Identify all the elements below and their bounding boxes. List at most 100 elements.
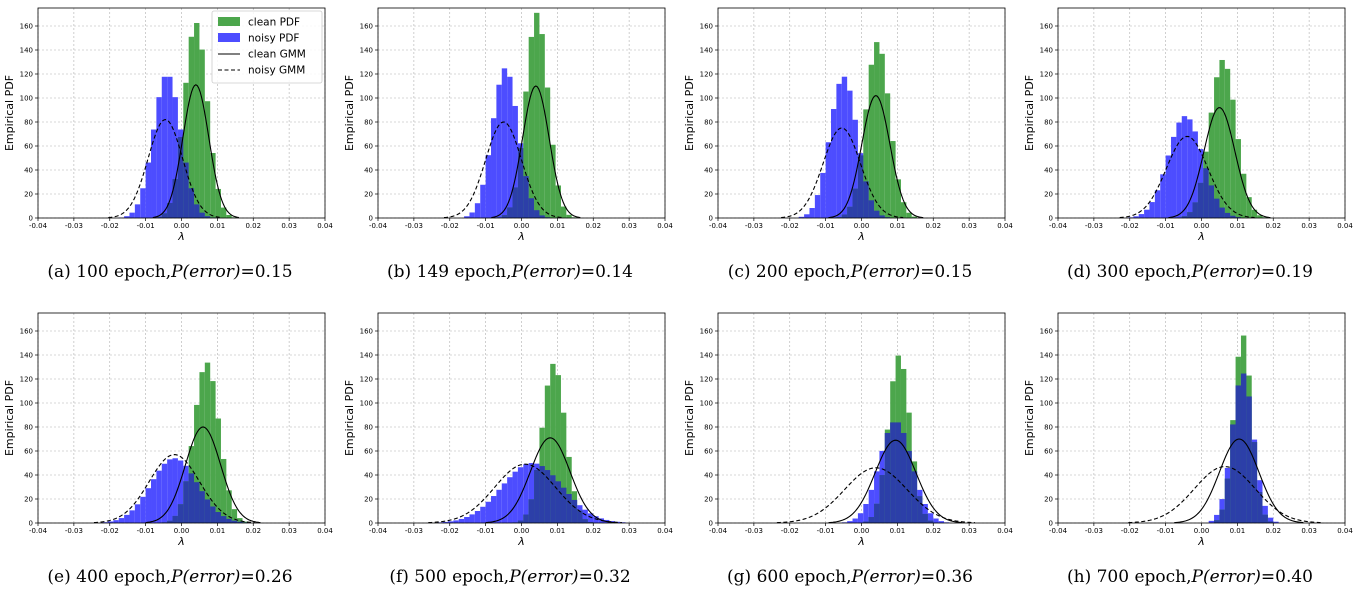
caption-value: =0.15 <box>240 262 293 282</box>
overlap-bar <box>847 206 853 218</box>
x-tick-label: 0.00 <box>1194 222 1210 230</box>
overlap-bar <box>587 522 594 523</box>
overlap-bar <box>906 450 912 523</box>
overlap-bar <box>879 215 885 218</box>
x-tick-label: -0.03 <box>65 527 83 535</box>
noisy-pdf-bar <box>491 496 497 523</box>
caption-math: P(error) <box>171 262 241 282</box>
noisy-pdf-bar <box>480 506 486 523</box>
y-tick-label: 140 <box>700 47 713 55</box>
clean-pdf-bar <box>528 36 535 218</box>
noisy-pdf-bar <box>453 520 459 523</box>
y-tick-label: 160 <box>700 328 713 336</box>
x-tick-label: -0.03 <box>1085 222 1103 230</box>
y-tick-label: 60 <box>24 143 33 151</box>
y-tick-label: 20 <box>1044 191 1053 199</box>
noisy-pdf-bar <box>1149 202 1155 218</box>
caption-prefix: (a) 100 epoch, <box>47 262 172 282</box>
noisy-pdf-bar <box>507 76 513 218</box>
overlap-bar <box>528 499 535 523</box>
caption-math: P(error) <box>851 567 921 587</box>
overlap-bar <box>1246 396 1252 523</box>
y-tick-label: 160 <box>700 23 713 31</box>
x-tick-label: 0.00 <box>854 222 870 230</box>
chart-panel-f: -0.04 -0.03 -0.02 -0.01 0.00 0.01 0.02 0.03 0.04… <box>340 305 680 610</box>
x-tick-label: -0.01 <box>1157 527 1175 535</box>
overlap-bar <box>161 213 168 218</box>
x-tick-label: 0.04 <box>1337 222 1353 230</box>
x-tick-label: 0.03 <box>1301 222 1317 230</box>
noisy-pdf-bar <box>1181 116 1188 218</box>
caption-value: =0.32 <box>578 567 631 587</box>
y-tick-label: 0 <box>1049 520 1053 528</box>
overlap-bar <box>523 514 529 523</box>
chart-caption: (a) 100 epoch,P(error)=0.15 <box>0 262 340 282</box>
noisy-pdf-bar <box>927 513 934 523</box>
x-tick-label: 0.00 <box>514 222 530 230</box>
clean-pdf-bar <box>534 12 540 218</box>
x-tick-label: -0.01 <box>137 527 155 535</box>
y-tick-label: 20 <box>704 191 713 199</box>
y-tick-label: 0 <box>1049 215 1053 223</box>
x-tick-label: -0.01 <box>477 222 495 230</box>
clean-pdf-bar <box>220 207 227 218</box>
noisy-pdf-bar <box>464 216 470 218</box>
clean-pdf-bar <box>1257 215 1263 218</box>
x-tick-label: -0.04 <box>709 222 728 230</box>
overlap-bar <box>177 137 184 218</box>
overlap-bar <box>1192 202 1198 218</box>
overlap-bar <box>167 202 173 218</box>
noisy-pdf-bar <box>804 214 810 218</box>
noisy-pdf-bar <box>464 517 470 523</box>
y-tick-label: 80 <box>1044 424 1053 432</box>
y-tick-label: 100 <box>1040 400 1053 408</box>
noisy-pdf-bar <box>852 119 858 218</box>
overlap-bar <box>874 503 880 523</box>
clean-pdf-bar <box>544 87 551 218</box>
noisy-pdf-bar <box>587 513 594 523</box>
y-tick-label: 160 <box>1040 23 1053 31</box>
overlap-bar <box>183 162 189 218</box>
clean-pdf-bar <box>895 179 901 218</box>
y-axis-label: Empirical PDF <box>683 380 696 456</box>
clean-pdf-bar <box>231 509 238 523</box>
overlap-bar <box>863 181 869 218</box>
y-axis-label: Empirical PDF <box>683 75 696 151</box>
noisy-pdf-bar <box>469 212 475 218</box>
y-tick-label: 80 <box>704 119 713 127</box>
clean-pdf-bar <box>1219 59 1225 219</box>
overlap-bar <box>911 471 918 523</box>
overlap-bar <box>534 469 540 523</box>
overlap-bar <box>204 216 211 218</box>
noisy-gmm-curve <box>443 121 564 219</box>
overlap-bar <box>582 519 588 523</box>
x-tick-label: 0.02 <box>925 527 941 535</box>
noisy-pdf-bar <box>167 76 173 218</box>
clean-pdf-bar <box>1240 173 1247 218</box>
overlap-bar <box>215 512 221 523</box>
clean-pdf-bar <box>566 214 572 218</box>
overlap-bar <box>868 517 875 523</box>
y-tick-label: 20 <box>364 496 373 504</box>
y-tick-label: 140 <box>360 352 373 360</box>
noisy-pdf-bar <box>814 195 821 218</box>
overlap-bar <box>517 520 524 523</box>
overlap-bar <box>1235 217 1241 218</box>
legend-swatch <box>218 33 240 42</box>
overlap-bar <box>507 207 513 218</box>
x-axis-label: λ <box>517 535 525 548</box>
clean-pdf-bar <box>1235 139 1241 218</box>
y-tick-label: 160 <box>360 328 373 336</box>
noisy-pdf-bar <box>512 471 518 523</box>
noisy-pdf-bar <box>820 172 826 218</box>
overlap-bar <box>199 212 205 218</box>
overlap-bar <box>517 148 524 218</box>
overlap-bar <box>1262 514 1268 523</box>
x-tick-label: -0.04 <box>369 222 388 230</box>
noisy-pdf-bar <box>107 521 114 523</box>
noisy-pdf-bar <box>485 155 492 218</box>
y-tick-label: 100 <box>700 400 713 408</box>
y-tick-label: 80 <box>364 424 373 432</box>
noisy-pdf-bar <box>113 520 119 523</box>
overlap-bar <box>922 513 928 523</box>
